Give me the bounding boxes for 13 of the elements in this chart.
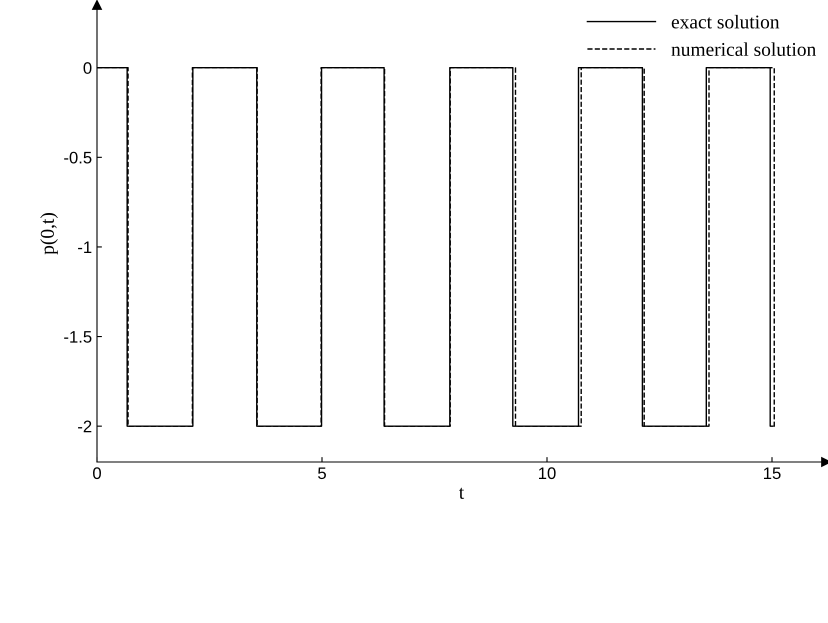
x-axis-title: t [458,488,464,499]
y-tick-label: -1 [78,242,92,253]
y-axis-title: p(0,t) [40,213,58,255]
y-tick-label: -2 [78,420,92,432]
y-tick-label: -0.5 [64,152,92,164]
y-tick-label: 0 [84,62,92,74]
x-tick-label: 5 [318,467,326,480]
x-tick-label: 10 [539,467,556,480]
legend-label: exact solution [672,14,780,29]
x-tick-label: 0 [93,467,101,480]
legend-label: numerical solution [671,42,816,56]
y-tick-label: -1.5 [64,331,92,343]
x-tick-label: 15 [764,467,781,480]
